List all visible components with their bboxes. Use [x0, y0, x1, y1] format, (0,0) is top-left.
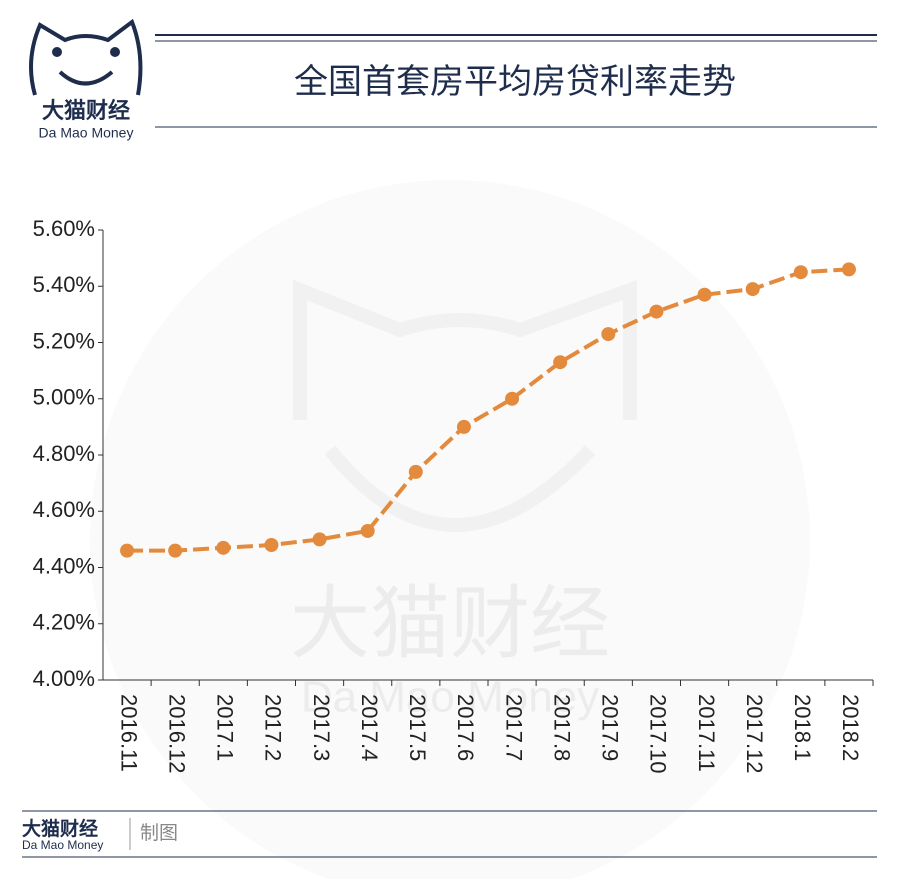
y-tick-label: 4.20%: [33, 610, 95, 635]
point: [312, 532, 327, 547]
x-tick-label: 2017.9: [598, 694, 623, 761]
x-tick-label: 2017.12: [742, 694, 767, 774]
y-tick-label: 4.40%: [33, 553, 95, 578]
point: [216, 540, 231, 555]
x-tick-label: 2017.6: [453, 694, 478, 761]
y-tick-label: 4.80%: [33, 441, 95, 466]
y-tick-label: 4.00%: [33, 666, 95, 691]
point: [841, 262, 856, 277]
point: [360, 523, 375, 538]
y-tick-label: 5.20%: [33, 328, 95, 353]
point: [264, 538, 279, 552]
x-tick-label: 2017.5: [405, 694, 430, 761]
x-tick-label: 2018.1: [790, 694, 815, 761]
x-tick-label: 2017.11: [694, 694, 719, 772]
point: [456, 419, 471, 434]
logo: [29, 18, 143, 96]
brand-en: Da Mao Money: [39, 125, 134, 141]
x-tick-label: 2017.10: [646, 694, 671, 774]
point: [745, 282, 760, 297]
point: [649, 304, 664, 319]
chart-title: 全国首套房平均房贷利率走势: [294, 63, 736, 101]
watermark-subtext: Da Mao Money: [301, 673, 599, 722]
y-tick-label: 5.40%: [33, 272, 95, 297]
point: [553, 355, 568, 370]
footer-brand-en: Da Mao Money: [22, 838, 103, 852]
y-tick-label: 5.60%: [33, 216, 95, 241]
x-tick-label: 2017.7: [501, 694, 526, 761]
y-tick-label: 5.00%: [33, 385, 95, 410]
footer-brand: 大猫财经: [22, 817, 98, 840]
point: [168, 543, 183, 558]
x-tick-label: 2016.11: [116, 694, 141, 772]
x-tick-label: 2017.3: [309, 694, 334, 761]
x-tick-label: 2016.12: [164, 694, 189, 774]
point: [601, 327, 616, 342]
x-tick-label: 2018.2: [838, 694, 863, 761]
x-tick-label: 2017.2: [261, 694, 286, 761]
x-tick-label: 2017.1: [213, 694, 238, 761]
line: [127, 267, 850, 553]
x-tick-label: 2017.8: [549, 694, 574, 761]
point: [408, 464, 423, 479]
brand: 大猫财经: [42, 98, 130, 123]
point: [120, 543, 135, 558]
watermark-text: 大猫财经: [290, 579, 610, 668]
watermark: [90, 180, 810, 879]
footer-credit: 制图: [140, 822, 178, 844]
y-tick-label: 4.60%: [33, 497, 95, 522]
x-tick-label: 2017.4: [357, 694, 382, 761]
point: [697, 287, 712, 302]
point: [793, 265, 808, 280]
point: [505, 391, 520, 406]
